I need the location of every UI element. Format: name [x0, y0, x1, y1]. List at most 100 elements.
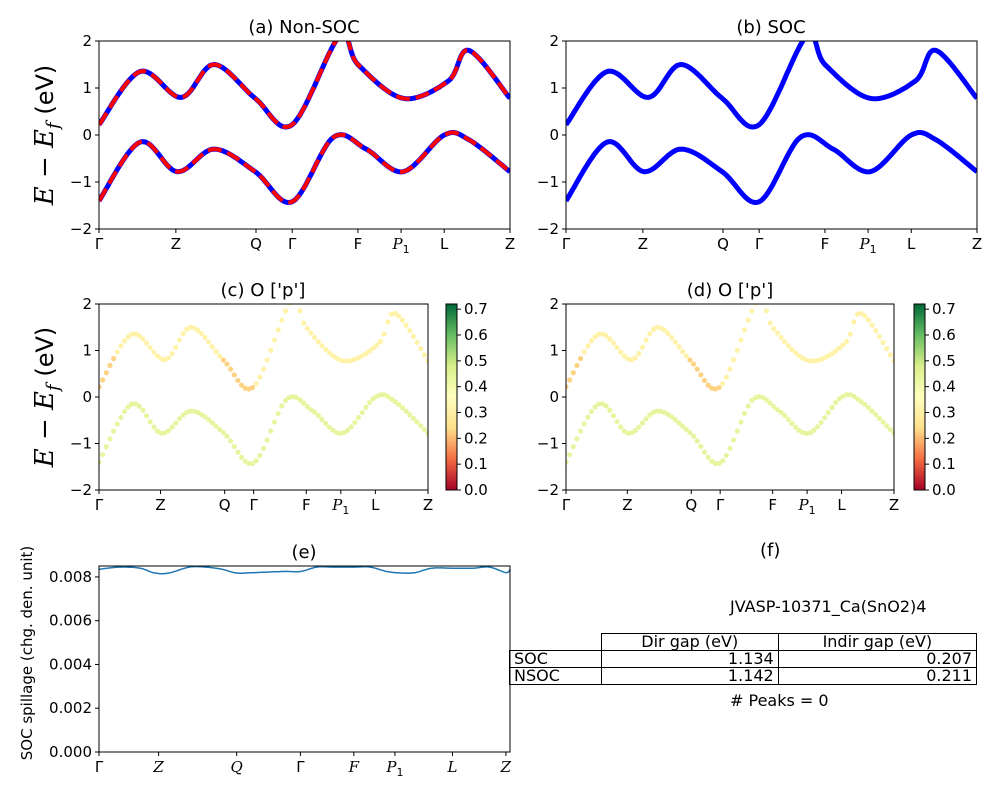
scatter-point	[249, 460, 256, 467]
scatter-point	[301, 320, 307, 326]
y-tick-label: −1	[537, 435, 559, 453]
scatter-point	[774, 330, 780, 336]
y-tick-label: 0.002	[49, 699, 92, 717]
scatter-point	[618, 424, 624, 430]
table-cell-indir: 0.207	[777, 650, 978, 668]
scatter-point	[741, 410, 748, 417]
scatter-point	[782, 412, 788, 419]
table-header-indir: Indir gap (eV)	[777, 633, 978, 651]
panel-title: (c) O ['p']	[221, 280, 306, 301]
scatter-point	[665, 330, 671, 337]
scatter-point	[114, 349, 120, 355]
scatter-point	[592, 334, 598, 340]
scatter-point	[315, 339, 321, 345]
scatter-point	[140, 407, 146, 413]
panel-b: (b) SOC −2 −1 0 1 2 Γ Z Q Γ F P1 L Z	[537, 17, 982, 256]
scatter-point	[165, 355, 172, 361]
scatter-point	[99, 459, 102, 465]
scatter-point	[818, 419, 824, 426]
scatter-point	[647, 331, 653, 337]
scatter-point	[209, 420, 215, 426]
scatter-point	[789, 420, 795, 426]
scatter-point	[763, 397, 770, 403]
x-tick-label: Z	[505, 235, 515, 253]
scatter-point	[260, 445, 267, 451]
scatter-point	[308, 407, 314, 413]
scatter-point	[312, 409, 318, 415]
scatter-point	[418, 346, 424, 352]
scatter-point	[224, 361, 230, 367]
colorbar: 0.0 0.1 0.2 0.3 0.4 0.5 0.6 0.7	[445, 300, 488, 499]
scatter-point	[796, 353, 802, 359]
scatter-point	[249, 384, 256, 391]
scatter-point	[632, 355, 638, 361]
scatter-point	[577, 428, 584, 434]
scatter-point	[694, 366, 700, 372]
scatter-point	[151, 349, 157, 355]
scatter-point	[326, 424, 332, 430]
scatter-point	[618, 349, 624, 355]
scatter-point	[566, 459, 569, 465]
scatter-point	[683, 426, 689, 433]
panel-title: (d) O ['p']	[687, 280, 773, 301]
x-tick-label: P1	[331, 496, 349, 517]
table-header-dir: Dir gap (eV)	[600, 633, 779, 651]
scatter-point	[723, 452, 729, 459]
scatter-point	[672, 417, 678, 423]
scatter-point	[421, 352, 427, 358]
scatter-point	[235, 377, 241, 384]
scatter-point	[381, 331, 387, 337]
colorbar-tick-label: 0.4	[464, 378, 488, 396]
scatter-point	[588, 338, 595, 344]
scatter-point	[789, 346, 795, 353]
scatter-point	[829, 351, 835, 357]
scatter-point	[370, 396, 376, 402]
scatter-point	[107, 362, 113, 369]
scatter-point	[388, 396, 395, 402]
scatter-point	[844, 338, 850, 345]
scatter-point	[410, 333, 416, 340]
scatter-point	[639, 420, 646, 426]
scatter-point	[712, 460, 719, 467]
scatter-point	[825, 409, 832, 416]
y-tick-label: 2	[82, 295, 92, 313]
scatter-point	[425, 430, 428, 436]
x-tick-label: P1	[798, 496, 816, 517]
series-line-1	[566, 130, 977, 205]
scatter-point	[767, 400, 773, 406]
x-tick-label: Γ	[288, 235, 297, 253]
scatter-point	[136, 333, 142, 339]
scatter-point	[399, 405, 406, 411]
y-tick-label: −2	[537, 220, 559, 238]
scatter-point	[410, 415, 416, 421]
scatter-point	[643, 416, 649, 422]
x-tick-label: P1	[385, 758, 403, 779]
scatter-point	[253, 380, 259, 387]
y-tick-label: 2	[549, 295, 559, 313]
scatter-point	[143, 340, 150, 346]
scatter-point	[701, 377, 708, 384]
scatter-point	[231, 372, 237, 378]
scatter-point	[844, 392, 850, 398]
scatter-point	[173, 344, 179, 350]
x-tick-label: Q	[717, 235, 729, 253]
scatter-point	[165, 427, 172, 434]
scatter-point	[238, 382, 245, 388]
scatter-point	[392, 399, 398, 405]
scatter-point	[876, 333, 883, 340]
x-tick-label: Z	[171, 235, 181, 253]
scatter-point	[279, 403, 285, 409]
x-tick-label: Z	[155, 496, 165, 514]
colorbar: 0.0 0.1 0.2 0.3 0.4 0.5 0.6 0.7	[913, 300, 956, 499]
scatter-point	[111, 355, 117, 362]
scatter-point	[636, 424, 642, 430]
scatter-point	[308, 330, 314, 336]
peaks-label: # Peaks = 0	[730, 691, 829, 710]
scatter-point	[632, 427, 638, 434]
scatter-point	[811, 427, 817, 433]
scatter-point	[319, 343, 325, 349]
scatter-point	[304, 325, 310, 332]
x-tick-label: L	[446, 758, 457, 776]
scatter-point	[220, 430, 226, 436]
